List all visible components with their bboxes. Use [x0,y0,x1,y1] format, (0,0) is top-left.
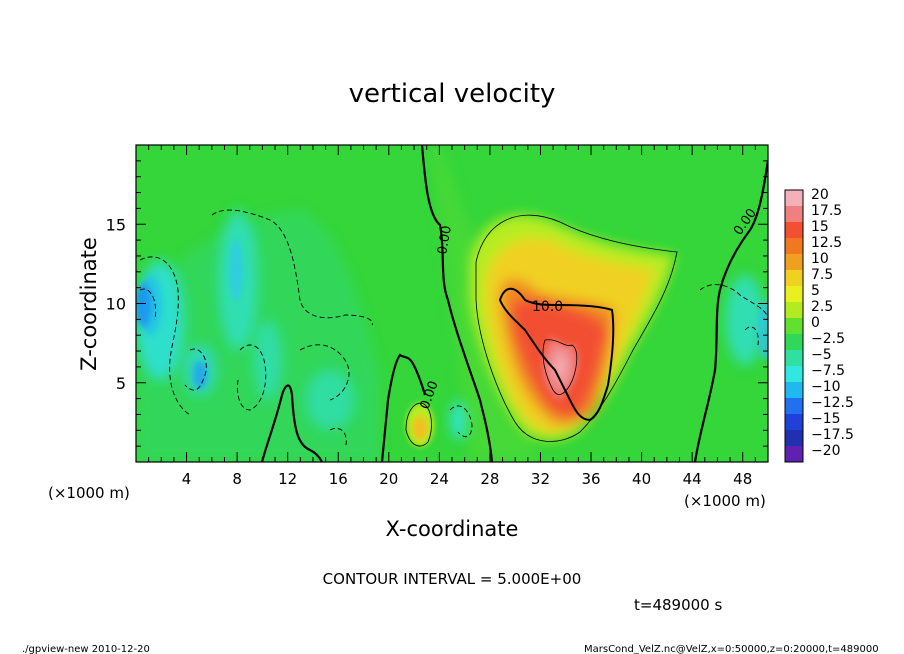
colorbar: 2017.51512.5107.552.50−2.5−5−7.5−10−12.5… [784,187,854,463]
colorbar-swatch [785,286,803,303]
x-tick-label: 36 [581,470,600,488]
colorbar-frame [784,189,804,463]
colorbar-swatch [785,382,803,399]
time-text: t=489000 s [634,596,722,614]
colorbar-label: 10 [811,251,829,267]
colorbar-label: 5 [811,283,820,299]
downdraft-core [757,300,768,360]
x-tick-label: 48 [733,470,752,488]
zero-contours [260,145,768,462]
heatmap-field: 0.00 0.00 10.0 0.00 [136,145,768,462]
colorbar-label: 2.5 [811,299,833,315]
contour-label: 10.0 [532,299,563,315]
x-tick-label: 28 [480,470,499,488]
contour-label: 0.00 [435,225,455,256]
colorbar-swatch [785,206,803,223]
colorbar-swatch [785,222,803,239]
contour-interval-text: CONTOUR INTERVAL = 5.000E+00 [323,570,582,588]
colorbar-label: −17.5 [811,427,854,443]
x-tick-label: 40 [632,470,651,488]
small-updraft-core [412,416,428,440]
x-unit-label-right: (×1000 m) [684,492,766,510]
y-tick-labels: 5 10 15 [106,215,126,393]
colorbar-label: 0 [811,315,820,331]
colorbar-label: 20 [811,187,829,203]
colorbar-label: −12.5 [811,395,854,411]
x-tick-label: 32 [531,470,550,488]
x-unit-label: (×1000 m) [48,484,130,502]
downdraft-core [193,361,207,389]
colorbar-swatch [785,270,803,287]
x-tick-label: 8 [232,470,242,488]
colorbar-label: −10 [811,379,841,395]
downdraft-core [138,275,162,335]
y-tick-label: 5 [116,374,126,393]
updraft-core [540,335,580,405]
footer-right: MarsCond_VelZ.nc@VelZ,x=0:50000,z=0:2000… [584,644,879,654]
colorbar-swatch [785,366,803,383]
chart-title: vertical velocity [349,79,556,109]
x-tick-label: 20 [379,470,398,488]
downdraft-patch [254,320,282,400]
x-tick-label: 12 [278,470,297,488]
x-tick-label: 4 [182,470,192,488]
colorbar-label: −2.5 [811,331,845,347]
colorbar-swatch [785,398,803,415]
x-tick-label: 16 [329,470,348,488]
colorbar-label: 17.5 [811,203,842,219]
downdraft-patch [725,275,765,365]
colorbar-swatch [785,318,803,335]
colorbar-swatch [785,334,803,351]
axis-ticks [135,144,769,463]
x-tick-label: 44 [683,470,702,488]
x-tick-labels: 4 8 12 16 20 24 28 32 36 40 44 48 [182,470,752,488]
colorbar-swatch [785,414,803,431]
colorbar-label: −20 [811,443,841,459]
colorbar-label: 12.5 [811,235,842,251]
colorbar-swatch [785,254,803,271]
colorbar-label: 7.5 [811,267,833,283]
colorbar-swatch [785,302,803,319]
colorbar-swatch [785,430,803,447]
y-tick-label: 15 [106,215,126,234]
colorbar-swatch [785,446,803,463]
downdraft-core [229,240,243,300]
colorbar-swatch [785,350,803,367]
footer-left: ./gpview-new 2010-12-20 [22,644,150,654]
colorbar-label: −7.5 [811,363,845,379]
y-axis-label: Z-coordinate [77,237,101,371]
x-axis-label: X-coordinate [386,517,519,541]
colorbar-swatch [785,238,803,255]
colorbar-swatch [785,190,803,207]
colorbar-label: −5 [811,347,832,363]
positive-contours [405,214,678,447]
colorbar-label: −15 [811,411,841,427]
colorbar-label: 15 [811,219,829,235]
x-tick-label: 24 [430,470,449,488]
negative-contours [139,209,768,446]
y-tick-label: 10 [106,295,126,314]
